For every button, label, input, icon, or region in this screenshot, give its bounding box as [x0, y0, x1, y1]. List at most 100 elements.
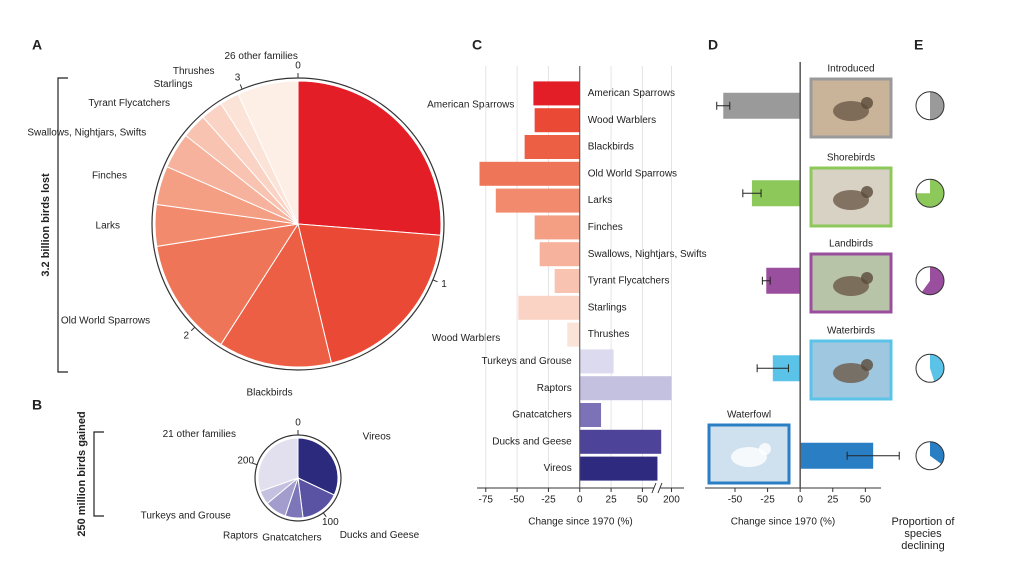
group-label: Landbirds: [829, 239, 873, 250]
category-label: American Sparrows: [588, 88, 675, 99]
photo-bird: [833, 276, 869, 296]
x-tick-label: 0: [577, 495, 583, 506]
tick-label: 0: [295, 61, 301, 72]
error-bar: [756, 364, 789, 373]
bar: [533, 81, 580, 106]
x-tick-label: 50: [860, 495, 872, 506]
category-label: Vireos: [544, 463, 572, 474]
axis-break: [651, 482, 663, 494]
photo-bird: [759, 443, 771, 455]
slice-label: Finches: [92, 170, 127, 181]
proportion-pie-ring: [915, 266, 945, 296]
slice-label: Wood Warblers: [432, 333, 500, 344]
error-bar: [742, 189, 762, 198]
bar: [579, 429, 662, 454]
pie-slice: [297, 223, 442, 364]
category-label: Finches: [588, 222, 623, 233]
group-label: Shorebirds: [827, 153, 875, 164]
panel-letter: E: [914, 37, 923, 53]
proportion-pie-ring: [915, 178, 945, 208]
slice-label: Vireos: [363, 432, 391, 443]
axis-label: 3.2 billion birds lost: [40, 173, 52, 277]
bar: [567, 322, 580, 347]
slice-label: Swallows, Nightjars, Swifts: [27, 128, 146, 139]
group-label: Introduced: [827, 64, 874, 75]
bar: [495, 188, 580, 213]
slice-label: Old World Sparrows: [61, 315, 150, 326]
tick-label: 100: [322, 517, 339, 528]
error-bar: [761, 276, 771, 285]
error-bar: [716, 101, 731, 110]
axis-label: Proportion of species declining: [891, 516, 955, 552]
bar: [524, 135, 580, 159]
category-label: Starlings: [588, 302, 627, 313]
tick-label: 200: [237, 456, 254, 467]
bar: [518, 295, 580, 320]
proportion-wedge: [921, 266, 944, 295]
slice-label: 21 other families: [163, 429, 236, 440]
category-label: Raptors: [537, 383, 572, 394]
category-label: Thrushes: [588, 329, 630, 340]
slice-label: Gnatcatchers: [262, 533, 321, 544]
x-tick-label: 50: [637, 495, 649, 506]
x-tick-label: -50: [510, 495, 525, 506]
slice-label: Blackbirds: [246, 388, 292, 399]
bar: [479, 161, 580, 186]
pie-slice: [297, 437, 339, 496]
tick-label: 2: [183, 330, 189, 341]
x-tick-label: -75: [479, 495, 494, 506]
photo-bird: [861, 97, 873, 109]
proportion-wedge: [916, 179, 944, 208]
panel-letter: A: [32, 37, 42, 53]
bar: [579, 456, 658, 481]
category-label: Gnatcatchers: [512, 410, 571, 421]
proportion-wedge: [930, 441, 944, 464]
slice-label: American Sparrows: [427, 99, 514, 110]
slice-label: Ducks and Geese: [340, 530, 420, 541]
bar: [534, 108, 580, 133]
category-label: Turkeys and Grouse: [482, 356, 573, 367]
bar: [554, 269, 580, 293]
proportion-pie-ring: [915, 91, 945, 121]
x-tick-label: 25: [827, 495, 839, 506]
tick-label: 3: [235, 73, 241, 84]
pie-slice: [237, 80, 299, 225]
category-label: Old World Sparrows: [588, 168, 677, 179]
proportion-wedge: [930, 91, 944, 120]
bar: [534, 215, 580, 240]
x-tick-label: -50: [728, 495, 743, 506]
bar: [539, 242, 580, 267]
bar: [579, 376, 672, 401]
x-tick-label: 0: [797, 495, 803, 506]
photo-bird: [833, 190, 869, 210]
photo-bird: [861, 272, 873, 284]
photo-bird: [833, 101, 869, 121]
bar: [579, 403, 602, 427]
tick-mark: [190, 326, 196, 332]
panel-letter: B: [32, 397, 42, 413]
slice-label: Turkeys and Grouse: [141, 511, 232, 522]
photo-bird: [833, 363, 869, 383]
bracket: [93, 431, 104, 517]
tick-label: 0: [295, 418, 301, 429]
category-label: Larks: [588, 195, 612, 206]
bar: [579, 349, 614, 374]
x-tick-label: -25: [760, 495, 775, 506]
category-label: Ducks and Geese: [492, 436, 572, 447]
panel-letter: D: [708, 37, 718, 53]
slice-label: Larks: [96, 220, 120, 231]
axis-label: 250 million birds gained: [76, 411, 88, 536]
tick-mark: [432, 279, 438, 283]
photo-bird: [861, 359, 873, 371]
tick-label: 1: [441, 279, 447, 290]
slice-label: Thrushes: [173, 66, 215, 77]
group-label: Waterfowl: [727, 410, 771, 421]
proportion-pie-ring: [915, 441, 945, 471]
x-axis-label: Change since 1970 (%): [731, 517, 836, 528]
pie-slice: [156, 223, 300, 346]
error-bar: [846, 451, 900, 460]
x-tick-label: 25: [606, 495, 618, 506]
photo-bird: [861, 186, 873, 198]
